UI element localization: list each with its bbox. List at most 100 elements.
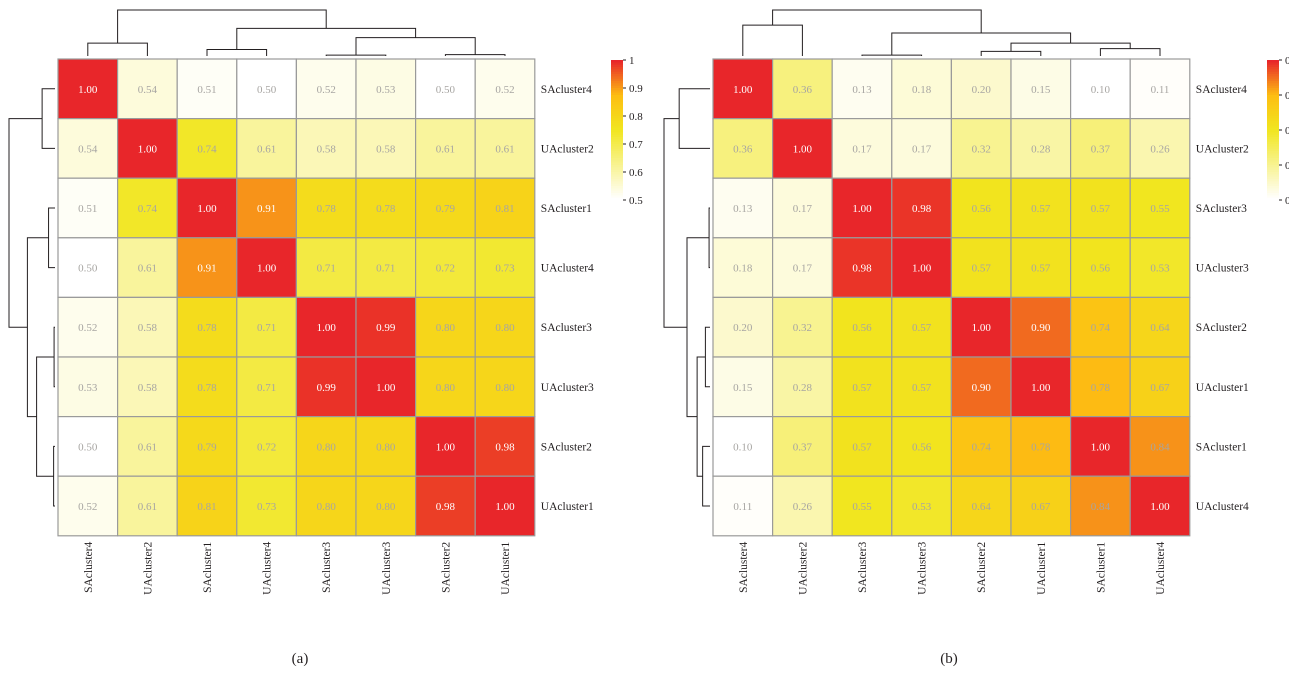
heatmap-cell — [771, 416, 833, 477]
cell-value-label: 0.78 — [376, 203, 396, 215]
cell-value-label: 0.26 — [793, 501, 813, 513]
column-label: SAcluster1 — [202, 542, 214, 593]
colorbar-segment — [611, 92, 623, 96]
heatmap-cell — [415, 177, 476, 239]
colorbar-segment — [611, 85, 623, 89]
colorbar-tick-label: 0 — [1285, 160, 1289, 172]
cell-value-label: 0.56 — [852, 322, 872, 334]
cell-value-label: 0.71 — [317, 263, 336, 275]
heatmap-cell — [57, 475, 119, 537]
cell-value-label: 0.58 — [138, 322, 158, 334]
panel-label-b: (b) — [940, 651, 958, 667]
column-label: SAcluster3 — [857, 542, 869, 593]
colorbar-segment — [611, 69, 623, 73]
colorbar-segment — [1267, 99, 1279, 103]
row-dendrogram-branch — [663, 118, 687, 328]
heatmap-cell — [236, 117, 298, 179]
cell-value-label: 0.58 — [376, 143, 396, 155]
colorbar-segment — [611, 190, 623, 194]
cell-value-label: 0.78 — [197, 322, 217, 334]
cell-value-label: 0.61 — [257, 143, 276, 155]
heatmap-cell — [1069, 177, 1131, 239]
colorbar-segment — [1267, 193, 1279, 196]
row-dendrogram-branch — [8, 118, 43, 328]
cell-value-label: 0.11 — [1151, 84, 1170, 96]
cell-value-label: 0.53 — [376, 84, 396, 96]
cell-value-label: 0.61 — [138, 501, 157, 513]
colorbar-segment — [611, 153, 623, 157]
cell-value-label: 0.74 — [972, 441, 992, 453]
column-dendrogram-branch — [1099, 48, 1161, 56]
heatmap-cell — [176, 416, 238, 477]
colorbar-segment — [611, 195, 623, 199]
colorbar-segment — [611, 127, 623, 131]
cell-value-label: 0.79 — [197, 441, 217, 453]
heatmap-cell — [415, 237, 476, 299]
heatmap-cell — [891, 356, 952, 418]
colorbar-segment — [1267, 111, 1279, 115]
colorbar-segment — [611, 139, 623, 143]
heatmap-cell — [236, 237, 298, 299]
colorbar-segment — [1267, 113, 1279, 117]
heatmap-cell — [712, 416, 774, 477]
heatmap-cell — [1129, 237, 1191, 299]
column-label: UAcluster1 — [500, 542, 512, 595]
colorbar-segment — [1267, 78, 1279, 82]
colorbar-segment — [611, 74, 623, 77]
cell-value-label: 0.72 — [436, 263, 455, 275]
cell-value-label: 1.00 — [376, 382, 396, 394]
colorbar-segment — [611, 193, 623, 196]
cell-value-label: 0.50 — [78, 263, 98, 275]
colorbar-segment — [1267, 176, 1279, 180]
cell-value-label: 0.26 — [1150, 143, 1170, 155]
heatmap-cell — [116, 177, 178, 239]
cell-value-label: 0.74 — [197, 143, 217, 155]
row-label: SAcluster1 — [541, 203, 592, 215]
cell-value-label: 0.98 — [495, 441, 515, 453]
cell-value-label: 0.53 — [912, 501, 932, 513]
cell-value-label: 0.57 — [912, 382, 932, 394]
cell-value-label: 1.00 — [1091, 441, 1111, 453]
heatmap-cell — [176, 237, 238, 299]
cell-value-label: 0.80 — [317, 441, 337, 453]
colorbar-segment — [611, 81, 623, 84]
heatmap-cell — [176, 58, 238, 120]
colorbar-segment — [1267, 141, 1279, 145]
cell-value-label: 0.10 — [1091, 84, 1111, 96]
heatmap-cell — [236, 177, 298, 239]
heatmap-cell — [295, 475, 357, 537]
heatmap-cell — [950, 356, 1012, 418]
colorbar-segment — [611, 97, 623, 101]
heatmap-cell — [712, 117, 774, 179]
colorbar-segment — [611, 146, 623, 150]
column-label: UAcluster2 — [142, 542, 154, 595]
heatmap-cell — [1010, 296, 1072, 358]
column-label: SAcluster4 — [83, 542, 95, 593]
heatmap-cell — [295, 237, 357, 299]
cell-value-label: 0.11 — [733, 501, 752, 513]
cell-value-label: 0.67 — [1031, 501, 1051, 513]
colorbar-segment — [611, 116, 623, 119]
column-dendrogram-branch — [742, 24, 803, 56]
colorbar-segment — [611, 169, 623, 173]
cell-value-label: 0.90 — [972, 382, 992, 394]
cell-value-label: 0.52 — [78, 322, 97, 334]
colorbar-tick-label: 1 — [629, 55, 635, 67]
heatmap-cell — [236, 296, 298, 358]
colorbar-segment — [611, 137, 623, 140]
cell-value-label: 1.00 — [138, 143, 158, 155]
colorbar-segment — [611, 125, 623, 129]
colorbar-segment — [1267, 134, 1279, 138]
heatmap-cell — [891, 475, 952, 537]
heatmap-cell — [355, 416, 417, 477]
row-dendrogram-branch — [678, 88, 710, 149]
cell-value-label: 0.57 — [972, 263, 992, 275]
colorbar-segment — [611, 62, 623, 66]
column-label: SAcluster4 — [738, 542, 750, 593]
column-label: SAcluster3 — [321, 542, 333, 593]
column-label: UAcluster4 — [1155, 542, 1167, 595]
cell-value-label: 0.18 — [733, 263, 753, 275]
colorbar-segment — [611, 144, 623, 147]
colorbar-segment — [611, 95, 623, 98]
cell-value-label: 0.55 — [852, 501, 872, 513]
